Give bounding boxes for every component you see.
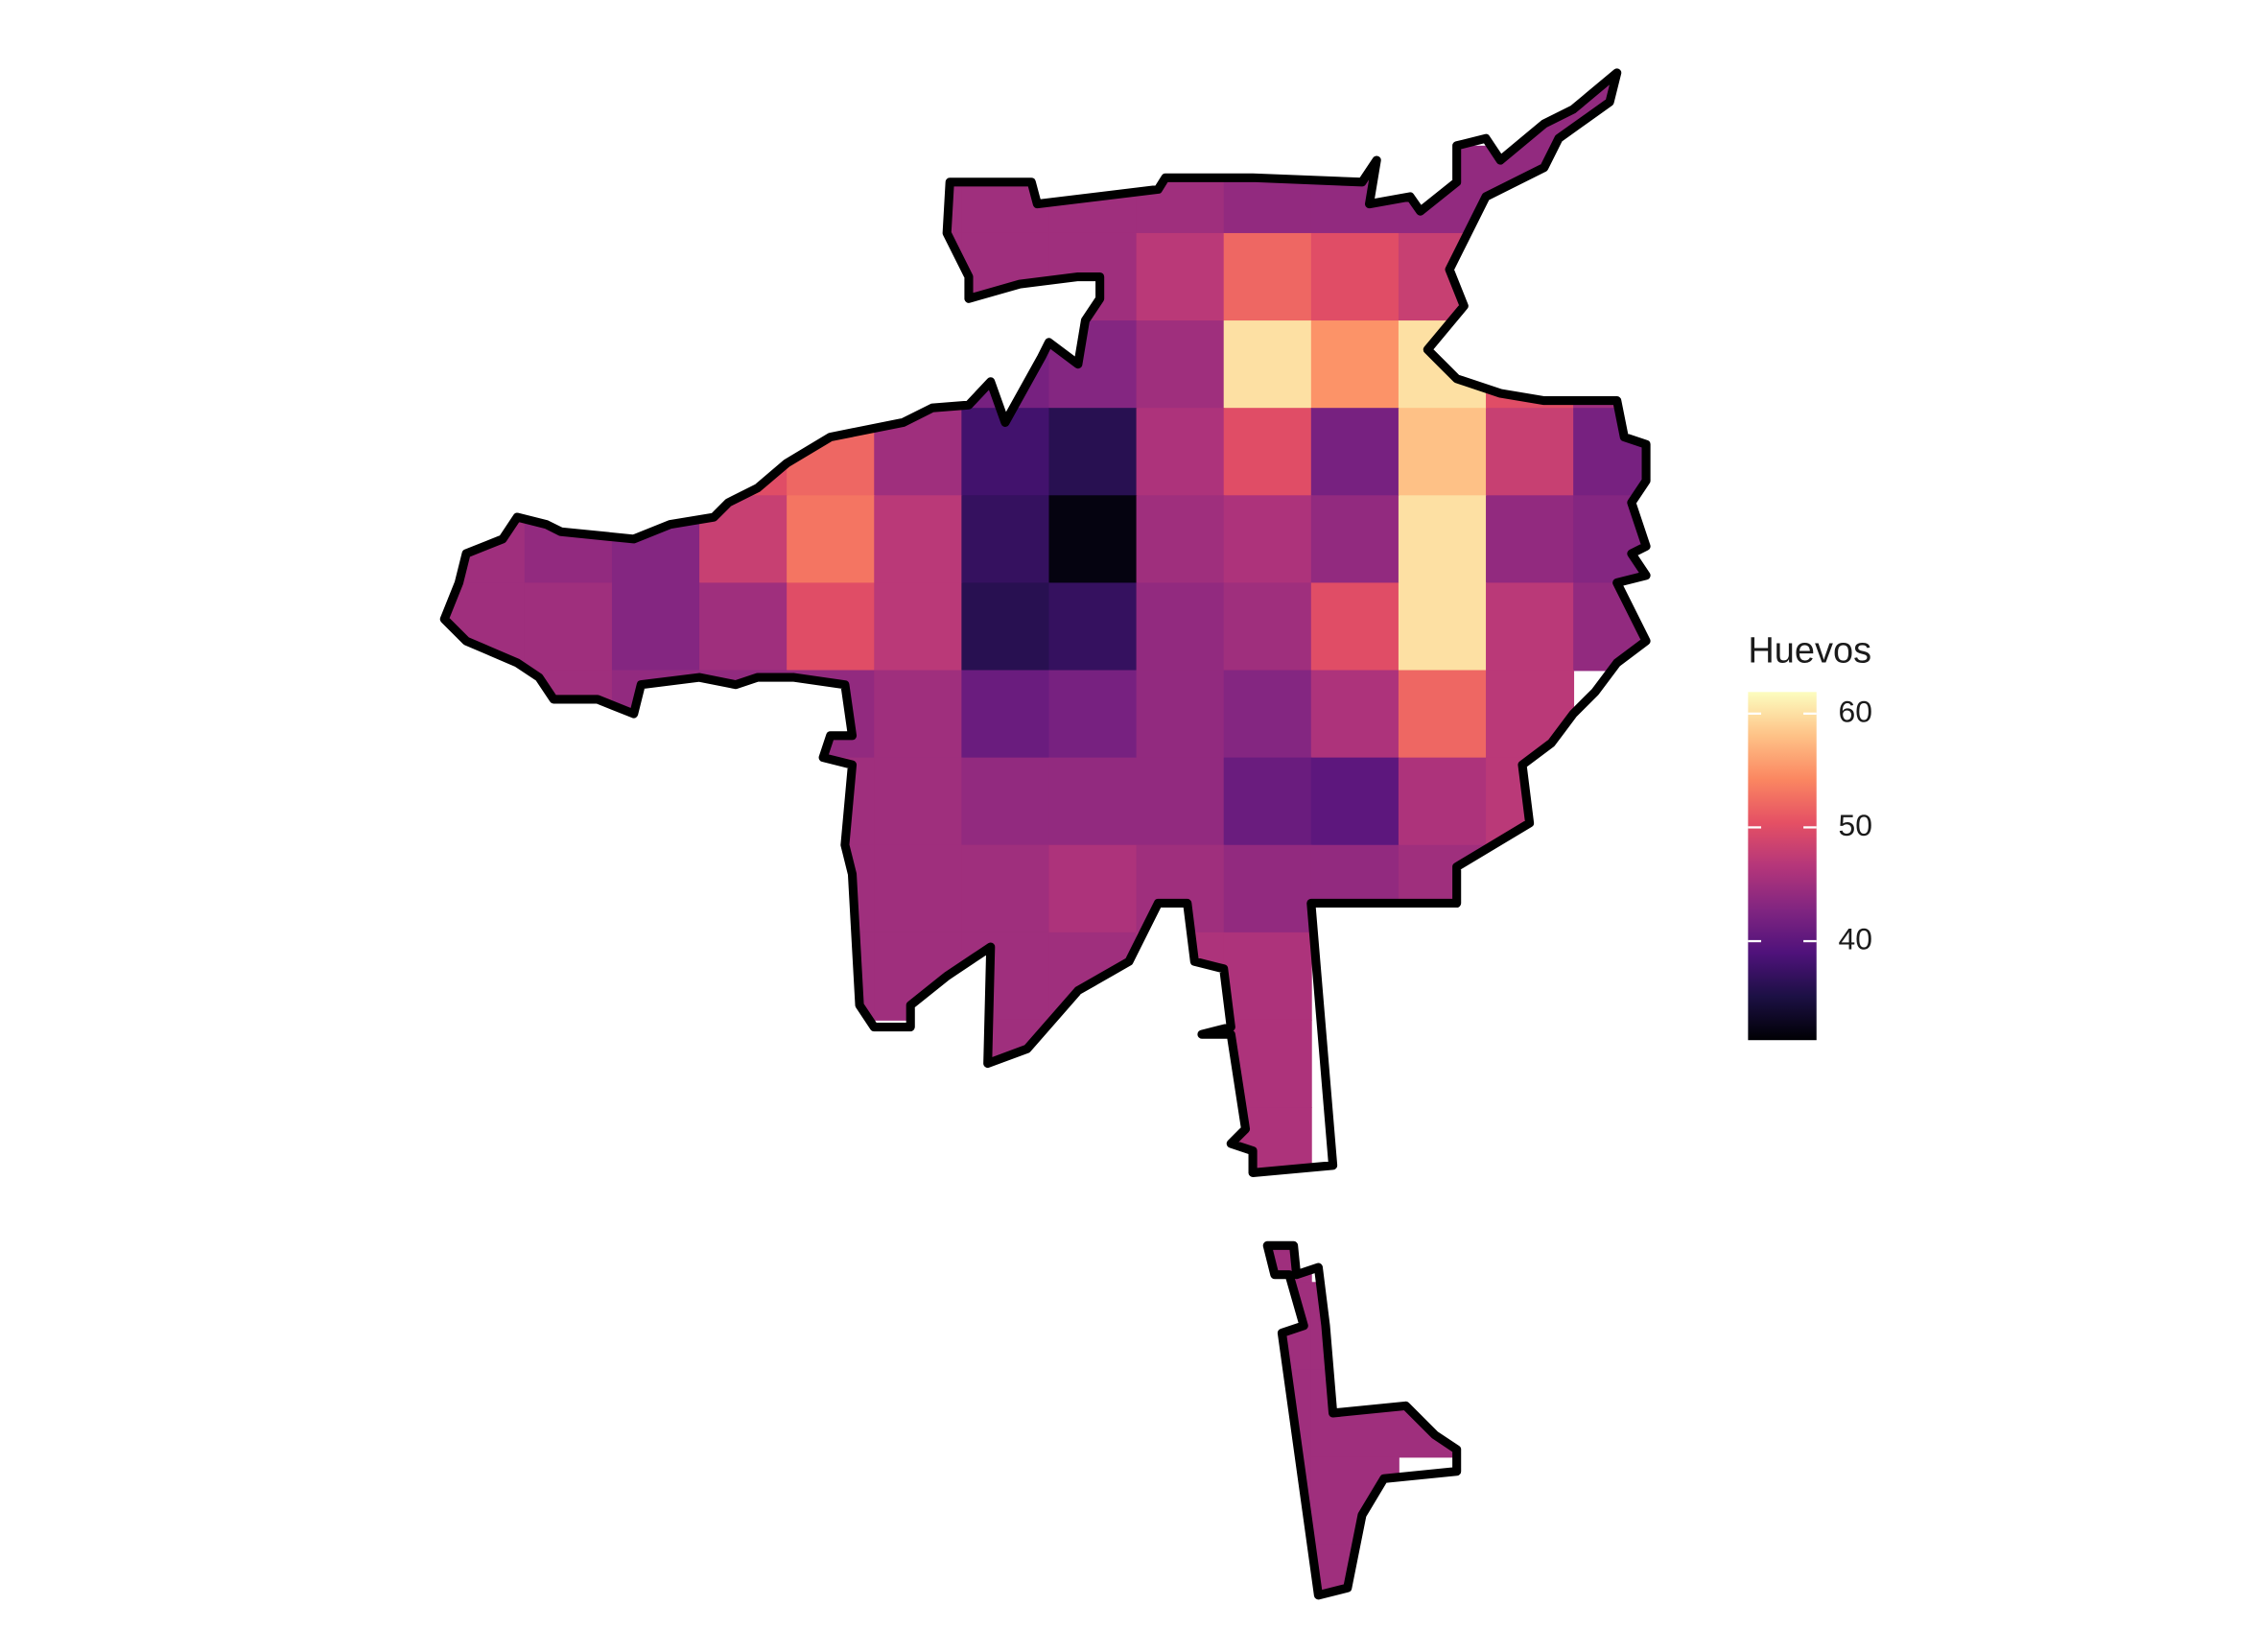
- raster-cell: [1223, 145, 1312, 234]
- colorbar-tick-label: 60: [1839, 694, 1872, 728]
- raster-cell: [699, 495, 788, 584]
- raster-cell: [1223, 495, 1312, 584]
- raster-cell: [1486, 408, 1575, 497]
- raster-cell: [787, 844, 876, 933]
- raster-cell: [1223, 844, 1312, 933]
- raster-cell: [1398, 495, 1487, 584]
- raster-cell: [1136, 582, 1225, 672]
- raster-cell: [1310, 145, 1399, 234]
- raster-cell: [1136, 1107, 1225, 1196]
- raster-cell: [961, 582, 1050, 672]
- raster-cell: [1310, 495, 1399, 584]
- raster-cell: [699, 408, 788, 497]
- raster-cell: [524, 670, 613, 759]
- raster-cell: [961, 232, 1050, 321]
- raster-cell: [1048, 757, 1138, 846]
- raster-cell: [874, 408, 963, 497]
- raster-cell: [1223, 232, 1312, 321]
- raster-cell: [1486, 495, 1575, 584]
- raster-cell: [1310, 408, 1399, 497]
- raster-cell: [961, 670, 1050, 759]
- raster-cell: [524, 582, 613, 672]
- raster-cell: [1573, 320, 1647, 410]
- raster-cell: [699, 582, 788, 672]
- raster-cell: [1223, 932, 1312, 1021]
- raster-cell: [787, 757, 876, 846]
- raster-cell: [1136, 495, 1225, 584]
- raster: [444, 72, 1647, 1595]
- outline-main: [439, 68, 1651, 1177]
- raster-cell: [1486, 670, 1575, 759]
- raster-cell: [1398, 757, 1487, 846]
- raster-cell: [1398, 670, 1487, 759]
- raster-cell: [961, 495, 1050, 584]
- raster-cell: [1223, 582, 1312, 672]
- raster-cell: [1136, 757, 1225, 846]
- raster-cell: [1398, 408, 1487, 497]
- city-outline: [439, 68, 1651, 1600]
- raster-cell: [1136, 232, 1225, 321]
- raster-cell: [1136, 408, 1225, 497]
- raster-cell: [1048, 320, 1138, 410]
- raster-cell: [1310, 232, 1399, 321]
- colorbar-tick-label: 40: [1839, 921, 1872, 956]
- raster-cell: [874, 757, 963, 846]
- raster-cell: [1136, 670, 1225, 759]
- raster-cell: [1310, 670, 1399, 759]
- raster-cell: [1398, 232, 1487, 321]
- raster-cell: [1223, 1107, 1312, 1196]
- raster-cell: [444, 495, 526, 584]
- raster-cell: [1223, 408, 1312, 497]
- raster-cell: [1136, 320, 1225, 410]
- raster-cell: [1310, 844, 1399, 933]
- raster-cell: [874, 582, 963, 672]
- raster-cell: [874, 495, 963, 584]
- raster-cell: [1048, 582, 1138, 672]
- raster-cell: [1223, 670, 1312, 759]
- raster-cell: [1048, 844, 1138, 933]
- raster-cell: [1310, 582, 1399, 672]
- raster-cell: [1048, 408, 1138, 497]
- legend-title: Huevos: [1748, 630, 1871, 671]
- raster-cell: [961, 932, 1050, 1021]
- raster-cell: [1223, 1544, 1312, 1595]
- raster-cell: [961, 844, 1050, 933]
- raster-cell: [1048, 495, 1138, 584]
- raster-cell: [787, 582, 876, 672]
- raster-cell: [961, 757, 1050, 846]
- raster-cell: [874, 844, 963, 933]
- legend: Huevos 40 50 60: [1748, 630, 1872, 1041]
- raster-cell: [874, 670, 963, 759]
- raster-cell: [1136, 932, 1225, 1021]
- raster-cell: [1048, 670, 1138, 759]
- colorbar-tick-label: 50: [1839, 808, 1872, 842]
- raster-cell: [1310, 320, 1399, 410]
- colorbar: [1748, 692, 1817, 1041]
- raster-cell: [1398, 582, 1487, 672]
- raster-cell: [1486, 582, 1575, 672]
- outline-south: [1262, 1240, 1462, 1600]
- raster-cell: [1310, 757, 1399, 846]
- raster-cell: [611, 582, 700, 672]
- raster-cell: [1223, 757, 1312, 846]
- raster-cell: [1223, 320, 1312, 410]
- raster-cell: [787, 495, 876, 584]
